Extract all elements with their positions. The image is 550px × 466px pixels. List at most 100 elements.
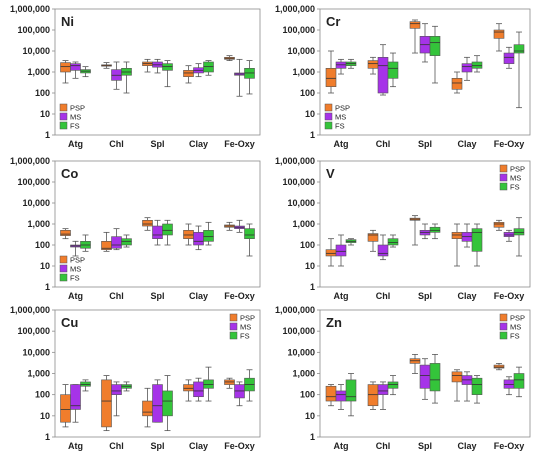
iqr-box (377, 244, 389, 257)
iqr-box (70, 384, 81, 410)
iqr-box (367, 233, 379, 242)
y-tick-label: 10,000 (287, 46, 315, 56)
box-psp-chl (367, 381, 379, 410)
panel-title: Ni (61, 14, 74, 29)
x-category-label: Chl (109, 291, 124, 301)
legend-label-fs: FS (70, 122, 80, 131)
iqr-box (451, 232, 463, 239)
panel-cr: 1 10 100 1,000 10,000 100,000 1,000,000 Cr Atg Ch… (275, 4, 531, 149)
legend-swatch-fs (499, 182, 508, 191)
box-fs-fe-oxy (244, 369, 255, 402)
y-tick-label: 10 (40, 261, 50, 271)
box-psp-chl (367, 56, 379, 75)
box-psp-fe-oxy (493, 219, 505, 231)
iqr-box (193, 381, 204, 398)
iqr-box (203, 230, 214, 242)
iqr-box (111, 384, 122, 395)
box-psp-fe-oxy (493, 23, 505, 52)
iqr-box (503, 232, 515, 237)
y-tick-label: 1 (310, 282, 315, 292)
panel-co: 1 10 100 1,000 10,000 100,000 1,000,000 Co Atg Ch… (10, 156, 261, 301)
y-tick-label: 1,000,000 (275, 305, 315, 315)
iqr-box (409, 21, 421, 29)
x-category-label: Fe-Oxy (494, 441, 525, 451)
box-ms-fe-oxy (234, 381, 245, 407)
y-tick-label: 1,000,000 (10, 156, 50, 166)
box-fs-clay (203, 60, 214, 76)
iqr-box (387, 238, 399, 246)
y-tick-label: 100 (35, 88, 50, 98)
iqr-box (162, 390, 173, 417)
y-tick-label: 1,000,000 (275, 4, 315, 14)
iqr-box (101, 379, 112, 428)
panel-title: Co (61, 166, 78, 181)
box-fs-fe-oxy (244, 60, 255, 95)
box-fs-chl (387, 375, 399, 396)
box-ms-chl (111, 381, 122, 417)
panel-v: 1 10 100 1,000 10,000 100,000 1,000,000 V Atg Chl… (275, 156, 531, 301)
x-category-label: Chl (109, 139, 124, 149)
box-fs-spl (429, 223, 441, 240)
y-tick-label: 10,000 (287, 347, 315, 357)
x-category-label: Fe-Oxy (224, 441, 255, 451)
iqr-box (60, 230, 71, 236)
box-psp-spl (409, 215, 421, 246)
legend-swatch-ms (499, 322, 508, 331)
box-psp-clay (451, 223, 463, 267)
legend-label-fs: FS (510, 183, 520, 192)
panel-cu: 1 10 100 1,000 10,000 100,000 1,000,000 Cu Atg Ch… (10, 305, 261, 451)
legend-swatch-fs (499, 331, 508, 340)
x-category-label: Chl (376, 291, 391, 301)
box-ms-clay (193, 225, 204, 251)
legend-label-fs: FS (240, 332, 250, 341)
box-psp-atg (60, 228, 71, 240)
x-category-label: Chl (109, 441, 124, 451)
x-category-label: Atg (334, 441, 349, 451)
legend-swatch-ms (59, 264, 68, 273)
y-tick-label: 10,000 (22, 46, 50, 56)
iqr-box (503, 52, 515, 64)
y-tick-label: 10 (40, 109, 50, 119)
x-category-label: Fe-Oxy (494, 139, 525, 149)
x-category-label: Clay (457, 139, 476, 149)
y-tick-label: 10,000 (22, 198, 50, 208)
legend-swatch-ms (229, 322, 238, 331)
box-psp-chl (101, 62, 112, 69)
box-psp-spl (409, 353, 421, 374)
legend-label-psp: PSP (335, 104, 350, 113)
x-category-label: Chl (376, 441, 391, 451)
iqr-box (70, 63, 81, 71)
box-psp-chl (367, 229, 379, 252)
legend-label-psp: PSP (240, 314, 255, 323)
x-category-label: Spl (418, 139, 432, 149)
box-psp-fe-oxy (224, 55, 235, 61)
legend-swatch-ms (324, 112, 333, 121)
x-category-label: Spl (418, 291, 432, 301)
x-category-label: Atg (68, 441, 83, 451)
box-ms-clay (461, 371, 473, 402)
box-ms-clay (461, 223, 473, 248)
iqr-box (335, 244, 347, 257)
iqr-box (367, 384, 379, 407)
box-ms-atg (335, 384, 347, 410)
box-fs-clay (471, 55, 483, 73)
x-category-label: Chl (376, 139, 391, 149)
box-ms-atg (70, 384, 81, 423)
box-ms-clay (461, 56, 473, 81)
box-ms-fe-oxy (503, 46, 515, 69)
iqr-box (377, 57, 389, 94)
legend-swatch-psp (499, 313, 508, 322)
y-tick-label: 1,000 (292, 67, 315, 77)
y-tick-label: 10 (40, 411, 50, 421)
box-fs-fe-oxy (244, 223, 255, 257)
iqr-box (325, 68, 337, 87)
iqr-box (335, 390, 347, 402)
box-fs-atg (345, 238, 357, 246)
iqr-box (193, 232, 204, 246)
iqr-box (183, 70, 194, 77)
x-category-label: Fe-Oxy (224, 291, 255, 301)
